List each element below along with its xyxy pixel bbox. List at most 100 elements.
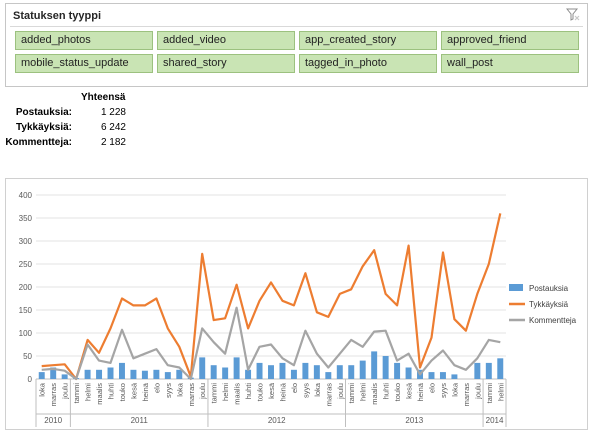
- slicer-title: Statuksen tyyppi: [13, 10, 102, 22]
- slicer-item-approved-friend[interactable]: approved_friend: [441, 31, 579, 50]
- bar-22: [290, 369, 297, 379]
- slicer-items: added_photos added_video app_created_sto…: [15, 31, 581, 73]
- pivot-chart[interactable]: 0 50 100 150 200 250 300 350 400 loka marras joulu t…: [5, 178, 588, 430]
- legend-label: Tykkäyksiä: [529, 300, 569, 309]
- year-label: 2013: [405, 416, 423, 425]
- x-tick-label: joulu: [473, 383, 482, 400]
- bar-24: [313, 365, 320, 379]
- slicer-item-added-photos[interactable]: added_photos: [15, 31, 153, 50]
- bar-15: [210, 365, 217, 379]
- bar-23: [302, 362, 309, 379]
- x-tick-label: elo: [427, 383, 436, 393]
- bar-2: [61, 374, 68, 379]
- bar-30: [382, 356, 389, 379]
- x-tick-label: tammi: [210, 383, 219, 404]
- year-label: 2012: [268, 416, 286, 425]
- bar-10: [153, 369, 160, 379]
- bar-25: [325, 372, 332, 379]
- slicer-item-mobile-status-update[interactable]: mobile_status_update: [15, 54, 153, 73]
- x-tick-label: maalis: [233, 383, 242, 405]
- slicer-panel: Statuksen tyyppi added_photos added_vide…: [5, 3, 588, 87]
- y-tick-label: 400: [19, 191, 33, 200]
- x-tick-label: kesä: [267, 382, 276, 399]
- bar-21: [279, 362, 286, 379]
- slicer-item-tagged-in-photo[interactable]: tagged_in_photo: [299, 54, 437, 73]
- x-tick-label: syys: [164, 383, 173, 398]
- x-tick-label: joulu: [336, 383, 345, 400]
- y-tick-label: 250: [19, 260, 33, 269]
- bar-7: [118, 362, 125, 379]
- x-tick-label: elo: [290, 383, 299, 393]
- summary-value: 6 242: [100, 122, 126, 133]
- bar-36: [451, 374, 458, 379]
- x-tick-label: helmi: [496, 383, 505, 401]
- x-tick-label: syys: [301, 383, 310, 398]
- bar-16: [222, 367, 229, 379]
- summary-label: Tykkäyksiä:: [16, 122, 72, 133]
- slicer-item-app-created-story[interactable]: app_created_story: [299, 31, 437, 50]
- x-tick-label: loka: [450, 382, 459, 397]
- x-tick-label: heinä: [416, 382, 425, 401]
- bar-14: [199, 357, 206, 379]
- x-tick-label: elo: [152, 383, 161, 393]
- x-tick-label: helmi: [221, 383, 230, 401]
- bar-1: [50, 367, 57, 379]
- bar-40: [497, 358, 504, 379]
- x-tick-label: loka: [38, 382, 47, 397]
- line-kommentteja: [41, 306, 501, 381]
- bar-38: [474, 362, 481, 379]
- x-tick-label: tammi: [485, 383, 494, 404]
- year-label: 2010: [44, 416, 62, 425]
- x-tick-label: touko: [393, 383, 402, 401]
- x-tick-label: loka: [313, 382, 322, 397]
- x-tick-label: touko: [118, 383, 127, 401]
- slicer-item-shared-story[interactable]: shared_story: [157, 54, 295, 73]
- y-tick-label: 200: [19, 283, 33, 292]
- bar-28: [359, 360, 366, 379]
- x-tick-label: huhti: [244, 383, 253, 400]
- x-tick-label: helmi: [84, 383, 93, 401]
- summary-label: Postauksia:: [15, 107, 72, 118]
- bar-27: [348, 365, 355, 379]
- slicer-item-added-video[interactable]: added_video: [157, 31, 295, 50]
- x-tick-label: tammi: [347, 383, 356, 404]
- x-tick-label: tammi: [72, 383, 81, 404]
- bar-5: [96, 369, 103, 379]
- bar-35: [439, 372, 446, 379]
- slicer-divider: [10, 26, 583, 27]
- bar-18: [245, 369, 252, 379]
- slicer-item-wall-post[interactable]: wall_post: [441, 54, 579, 73]
- summary-row-posts: Postauksia: 1 228: [6, 107, 126, 121]
- x-tick-label: huhti: [382, 383, 391, 400]
- summary-row-likes: Tykkäyksiä: 6 242: [6, 122, 126, 136]
- bar-34: [428, 372, 435, 379]
- bar-19: [256, 362, 263, 379]
- x-tick-label: heinä: [278, 382, 287, 401]
- x-tick-label: syys: [439, 383, 448, 398]
- clear-filter-icon[interactable]: [566, 8, 580, 22]
- bar-9: [141, 370, 148, 379]
- x-tick-label: huhti: [107, 383, 116, 400]
- bar-17: [233, 357, 240, 379]
- y-tick-label: 0: [28, 375, 33, 384]
- summary-value: 2 182: [100, 137, 126, 148]
- y-tick-label: 350: [19, 214, 33, 223]
- x-tick-label: marras: [324, 383, 333, 407]
- bar-6: [107, 367, 114, 379]
- bar-26: [336, 365, 343, 379]
- bar-39: [485, 362, 492, 379]
- x-tick-label: helmi: [359, 383, 368, 401]
- y-tick-label: 300: [19, 237, 33, 246]
- x-tick-label: loka: [175, 382, 184, 397]
- line-tykkäyksiä: [41, 213, 502, 381]
- x-tick-label: marras: [49, 383, 58, 407]
- bar-20: [268, 365, 274, 379]
- bar-8: [130, 369, 137, 379]
- bar-31: [394, 362, 401, 379]
- bar-12: [176, 369, 183, 379]
- summary-header: Yhteensä: [81, 92, 126, 103]
- bar-29: [371, 351, 378, 379]
- y-tick-label: 150: [19, 306, 33, 315]
- bar-11: [164, 372, 171, 379]
